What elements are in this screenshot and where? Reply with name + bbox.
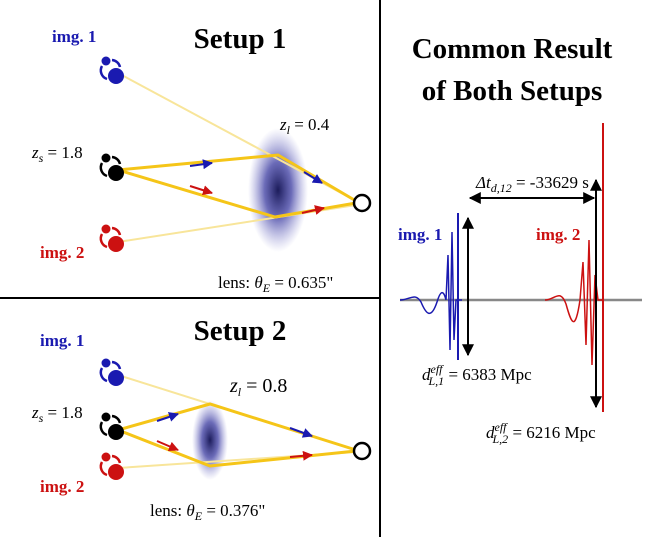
time-delay: Δtd,12 = -33629 s xyxy=(475,173,589,195)
value: = 6383 Mpc xyxy=(444,365,532,384)
source-icon xyxy=(101,154,124,182)
value: = 0.4 xyxy=(290,115,330,134)
lens xyxy=(192,400,228,480)
image-label: img. 1 xyxy=(40,331,84,350)
image-label: img. 2 xyxy=(536,225,580,244)
value: = 0.8 xyxy=(241,375,287,397)
value: = 1.8 xyxy=(43,143,82,162)
subscript: d,12 xyxy=(491,181,512,195)
lens-redshift: zl = 0.4 xyxy=(279,115,330,137)
panel-title: of Both Setups xyxy=(422,75,603,107)
setup-2: Setup 2 img. 1 img. 2 zs = 1.8 zl = 0.8 … xyxy=(31,315,370,523)
setup-1: Setup 1 img. 1 img. 2 zs = 1.8 zl = 0.4 … xyxy=(31,23,370,295)
symbol: Δt xyxy=(475,173,492,192)
subscript: L,2 xyxy=(492,432,509,446)
value: = -33629 s xyxy=(512,173,589,192)
image-label: img. 1 xyxy=(398,225,442,244)
panel-title: Setup 1 xyxy=(194,23,287,55)
value: = 0.635" xyxy=(270,273,333,292)
value: = 1.8 xyxy=(43,403,82,422)
waveform xyxy=(400,232,462,350)
prefix: lens: xyxy=(150,501,186,520)
image-icon xyxy=(101,359,124,387)
image-icon xyxy=(101,225,124,253)
image-label: img. 2 xyxy=(40,477,84,496)
image-icon xyxy=(101,453,124,481)
symbol: θ xyxy=(186,501,194,520)
image-label: img. 2 xyxy=(40,243,84,262)
panel-title: Setup 2 xyxy=(194,315,287,347)
source-icon xyxy=(101,413,124,441)
value: = 6216 Mpc xyxy=(508,423,596,442)
figure: Setup 1 img. 1 img. 2 zs = 1.8 zl = 0.4 … xyxy=(0,0,661,537)
observer xyxy=(354,195,370,211)
prefix: lens: xyxy=(218,273,254,292)
arrow xyxy=(290,428,312,436)
ray xyxy=(118,170,356,217)
source-redshift: zs = 1.8 xyxy=(31,403,83,425)
result-panel: Common Result of Both Setups img. 1 img.… xyxy=(398,33,642,446)
lens-redshift: zl = 0.8 xyxy=(229,375,287,399)
einstein-radius: lens: θE = 0.635" xyxy=(218,273,333,295)
einstein-radius: lens: θE = 0.376" xyxy=(150,501,265,523)
source-redshift: zs = 1.8 xyxy=(31,143,83,165)
symbol: θ xyxy=(254,273,262,292)
symbol: z xyxy=(229,375,238,397)
image-icon xyxy=(101,57,124,85)
subscript: L,1 xyxy=(428,374,445,388)
ray xyxy=(118,155,356,201)
lens xyxy=(248,128,308,252)
image-label: img. 1 xyxy=(52,27,96,46)
panel-title: Common Result xyxy=(412,33,613,65)
observer xyxy=(354,443,370,459)
value: = 0.376" xyxy=(202,501,265,520)
